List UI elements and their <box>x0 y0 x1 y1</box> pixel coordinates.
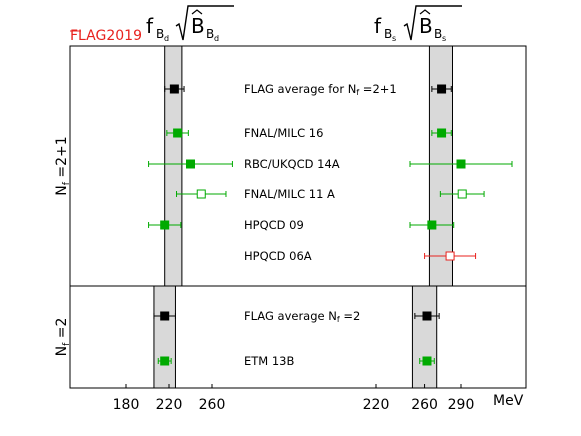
entry-label-sub: f <box>337 315 340 324</box>
marker <box>160 311 170 321</box>
data-point-d <box>176 189 227 199</box>
entry-label-main: FNAL/MILC 11 A <box>244 187 335 201</box>
data-point-s <box>424 251 477 261</box>
marker <box>186 159 195 169</box>
marker <box>169 84 179 94</box>
data-point-d <box>153 311 176 321</box>
entry-label: RBC/UKQCD 14A <box>244 157 340 171</box>
entry-label: FLAG average for Nf =2+1 <box>244 82 397 97</box>
plot-frame <box>69 45 527 389</box>
x-tick-label: 290 <box>448 397 475 413</box>
marker <box>437 84 447 94</box>
entry-label-main: HPQCD 09 <box>244 218 304 232</box>
marker <box>422 311 432 321</box>
entry-label: HPQCD 06A <box>244 249 312 263</box>
flag-label: FLAG2019 <box>70 28 142 44</box>
average-band-s-nf2 <box>411 285 438 389</box>
x-unit-label: MeV <box>493 393 524 409</box>
x-tick-label: 260 <box>199 397 226 413</box>
title-hat-subsub: s <box>442 34 446 43</box>
marker <box>457 189 467 199</box>
title-hat-subsub: d <box>214 34 219 43</box>
title-f: f <box>374 14 382 38</box>
data-point-s <box>409 220 455 230</box>
marker <box>456 159 466 169</box>
hat-symbol <box>191 9 203 15</box>
marker <box>437 128 447 138</box>
marker <box>173 128 183 138</box>
data-point-s <box>414 311 440 321</box>
group-label-sub: f <box>62 181 72 185</box>
data-point-s <box>431 84 452 94</box>
marker <box>445 251 455 261</box>
average-band-d-nf3 <box>164 45 183 287</box>
data-point-s <box>439 189 485 199</box>
title-f: f <box>146 14 154 38</box>
group-label-main: N <box>54 346 70 356</box>
data-point-d <box>166 128 189 138</box>
title-hat-sub: B <box>434 27 442 41</box>
entry-label: HPQCD 09 <box>244 218 304 232</box>
labels-layer: FLAG2019 FLAG average for Nf =2+1FNAL/MI… <box>54 28 397 368</box>
entry-label-main: ETM 13B <box>244 354 295 368</box>
entry-label-main: FNAL/MILC 16 <box>244 126 323 140</box>
data-point-d <box>148 220 182 230</box>
data-point-d <box>164 84 185 94</box>
title-hat-b: B <box>419 14 433 38</box>
ticks-layer: 180 220 260 220 260 290 MeV <box>113 384 524 413</box>
bands-layer <box>153 45 453 389</box>
data-point-s <box>419 356 435 366</box>
marker <box>160 220 170 230</box>
group-label-nf3: Nf =2+1 <box>54 136 72 195</box>
group-label-nf2: Nf =2 <box>54 318 72 357</box>
frame-layer <box>69 45 527 389</box>
entry-label: FNAL/MILC 11 A <box>244 187 335 201</box>
title-hat-sub: B <box>206 27 214 41</box>
entry-label: FLAG average Nf =2 <box>244 309 360 324</box>
title-sub: B <box>156 27 164 41</box>
entry-label-tail: =2 <box>340 309 361 323</box>
average-band-s-nf3 <box>428 45 453 287</box>
x-tick-label: 260 <box>411 397 438 413</box>
marker <box>160 356 170 366</box>
entry-label-tail: =2+1 <box>359 82 397 96</box>
x-tick-label: 220 <box>156 397 183 413</box>
average-band-d-nf2 <box>153 285 176 389</box>
group-label-tail: =2+1 <box>54 136 70 182</box>
entry-label-main: HPQCD 06A <box>244 249 312 263</box>
title-hat-b: B <box>191 14 205 38</box>
sqrt-sign <box>175 5 234 41</box>
group-label-sub: f <box>62 342 72 346</box>
entry-label-sub: f <box>356 88 359 97</box>
entry-label-main: FLAG average N <box>244 309 337 323</box>
marker <box>196 189 206 199</box>
sqrt-sign <box>403 5 462 41</box>
entry-label-main: RBC/UKQCD 14A <box>244 157 340 171</box>
entry-label-main: FLAG average for N <box>244 82 356 96</box>
group-label-main: N <box>54 185 70 195</box>
entry-label: ETM 13B <box>244 354 295 368</box>
title-subsub: s <box>392 34 396 43</box>
title-subsub: d <box>164 34 169 43</box>
marker <box>422 356 432 366</box>
data-point-s <box>409 159 513 169</box>
marks-layer <box>148 84 513 366</box>
entry-label: FNAL/MILC 16 <box>244 126 323 140</box>
x-tick-label: 220 <box>363 397 390 413</box>
x-tick-label: 180 <box>113 397 140 413</box>
marker <box>427 220 437 230</box>
data-point-d <box>148 159 233 169</box>
data-point-s <box>431 128 452 138</box>
data-point-d <box>157 356 172 366</box>
title-sub: B <box>384 27 392 41</box>
group-label-tail: =2 <box>54 318 70 343</box>
hat-symbol <box>419 9 431 15</box>
